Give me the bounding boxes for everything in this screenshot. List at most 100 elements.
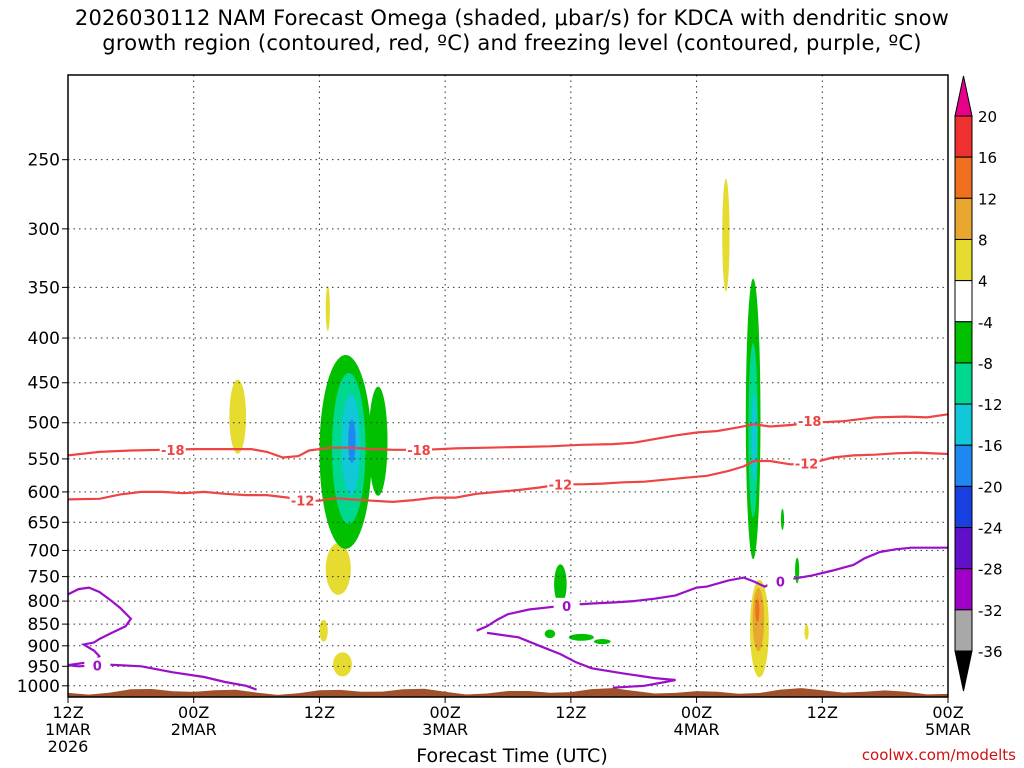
omega-blob-8: [348, 419, 356, 463]
title-line-1: 2026030112 NAM Forecast Omega (shaded, μ…: [74, 6, 950, 30]
colorbar-band-8: [954, 444, 973, 487]
colorbar-label-10: -24: [978, 520, 1003, 538]
y-tick-label-650: 650: [28, 513, 60, 533]
plot-area: -18 -18 -18 -12 -12 -12 0 0 0: [68, 75, 948, 697]
colorbar-bottom-arrow: [954, 650, 973, 692]
omega-blob-0: [229, 379, 247, 454]
contour-freezing-level-2: [486, 631, 676, 689]
omega-blob-14: [722, 178, 730, 292]
contour-label-2: -18: [798, 415, 822, 430]
omega-blob-23: [804, 624, 809, 640]
colorbar-label-1: 16: [978, 149, 997, 167]
colorbar-top-arrow: [954, 75, 973, 117]
omega-blob-12: [568, 633, 594, 641]
omega-blob-2: [325, 543, 351, 595]
colorbar-label-2: 12: [978, 190, 997, 208]
x-tick-label-12-1: 2MAR: [171, 720, 217, 739]
colorbar-label-5: -4: [978, 314, 993, 332]
y-tick-label-550: 550: [28, 450, 60, 470]
grid: [68, 75, 948, 697]
colorbar-label-6: -8: [978, 355, 993, 373]
y-tick-label-750: 750: [28, 568, 60, 588]
y-tick-label-950: 950: [28, 657, 60, 677]
colorbar-label-12: -32: [978, 602, 1003, 620]
y-tick-label-500: 500: [28, 414, 60, 434]
colorbar-band-4: [954, 280, 973, 323]
chart-title: 2026030112 NAM Forecast Omega (shaded, μ…: [0, 6, 1024, 56]
contour-dgz-minus18: [68, 413, 948, 459]
colorbar-band-2: [954, 197, 973, 240]
omega-blob-18: [780, 508, 785, 530]
y-tick-label-450: 450: [28, 374, 60, 394]
contour-freezing-level-1: [476, 546, 948, 632]
y-tick-label-900: 900: [28, 637, 60, 657]
x-tick-label-36-1: 3MAR: [422, 720, 468, 739]
x-tick-label-0-1: 1MAR: [45, 720, 91, 739]
credit-text[interactable]: coolwx.com/modelts: [861, 746, 1016, 764]
colorbar-band-0: [954, 115, 973, 158]
x-tick-label-72-0: 12Z: [807, 703, 838, 722]
contour-label-bg-8: [767, 573, 794, 589]
omega-blob-4: [333, 652, 352, 677]
colorbar-band-1: [954, 156, 973, 199]
colorbar-label-4: 4: [978, 273, 988, 291]
y-tick-label-700: 700: [28, 541, 60, 561]
y-tick-label-850: 850: [28, 615, 60, 635]
colorbar-band-10: [954, 527, 973, 570]
colorbar-label-7: -12: [978, 396, 1003, 414]
x-tick-label-60-0: 00Z: [681, 703, 712, 722]
x-tick-label-36-0: 00Z: [429, 703, 460, 722]
contour-label-bg-2: [796, 413, 823, 429]
contour-label-5: -12: [795, 458, 819, 473]
x-axis-label: Forecast Time (UTC): [416, 745, 608, 767]
contour-label-bg-0: [159, 441, 186, 457]
contour-label-3: -12: [291, 495, 315, 510]
contour-label-1: -18: [407, 444, 431, 459]
colorbar-band-3: [954, 238, 973, 282]
contour-freezing-level-0: [68, 586, 257, 691]
colorbar-band-11: [954, 568, 973, 611]
x-tick-label-0-2: 2026: [48, 737, 89, 756]
contour-label-bg-4: [547, 476, 574, 492]
y-tick-label-400: 400: [28, 329, 60, 349]
contour-label-bg-6: [84, 657, 111, 673]
omega-blob-10: [554, 564, 567, 604]
colorbar-band-12: [954, 609, 973, 652]
colorbar-band-6: [954, 362, 973, 405]
y-tick-label-600: 600: [28, 483, 60, 503]
contour-label-7: 0: [562, 600, 571, 615]
x-tick-label-60-1: 4MAR: [674, 720, 720, 739]
y-tick-label-350: 350: [28, 278, 60, 298]
omega-blob-1: [325, 285, 330, 332]
colorbar-band-7: [954, 403, 973, 446]
terrain: [68, 688, 948, 697]
omega-blob-17: [751, 393, 757, 482]
omega-blob-3: [319, 619, 328, 642]
y-tick-label-1000: 1000: [17, 677, 60, 697]
x-tick-label-84-0: 00Z: [932, 703, 963, 722]
contour-label-0: -18: [161, 444, 185, 459]
y-tick-label-250: 250: [28, 151, 60, 171]
colorbar-label-0: 20: [978, 108, 997, 126]
colorbar-label-9: -20: [978, 478, 1003, 496]
x-tick-label-0-0: 12Z: [52, 703, 83, 722]
contour-dgz-minus12: [68, 451, 948, 504]
contour-label-bg-5: [793, 455, 820, 471]
colorbar-label-8: -16: [978, 437, 1003, 455]
colorbar-band-9: [954, 485, 973, 529]
omega-blob-11: [544, 629, 556, 639]
x-tick-label-84-1: 5MAR: [925, 720, 971, 739]
y-tick-label-300: 300: [28, 220, 60, 240]
x-tick-label-24-0: 12Z: [304, 703, 335, 722]
contour-label-bg-3: [289, 492, 316, 508]
contour-label-8: 0: [776, 576, 785, 591]
plot-frame: [67, 74, 949, 698]
x-tick-label-48-0: 12Z: [555, 703, 586, 722]
omega-blob-13: [593, 638, 611, 645]
colorbar: 20 16 12 8 4 -4 -8 -12 -16 -20 -24 -28 -32 -36: [954, 75, 1003, 692]
omega-blob-19: [795, 557, 800, 584]
contour-label-4: -12: [549, 478, 573, 493]
colorbar-label-3: 8: [978, 231, 988, 249]
contour-label-6: 0: [93, 660, 102, 675]
